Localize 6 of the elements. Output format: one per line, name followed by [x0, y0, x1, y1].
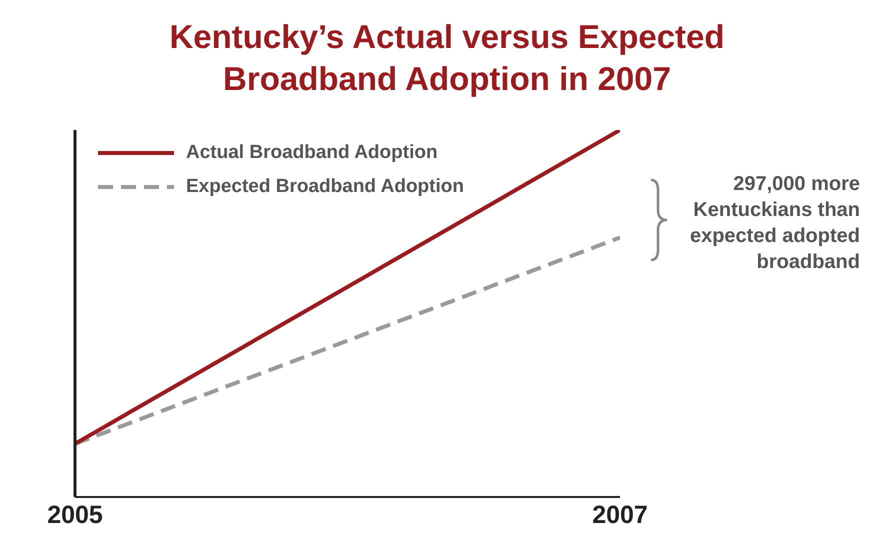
x-tick-label: 2007 [592, 500, 648, 529]
legend-label: Actual Broadband Adoption [186, 142, 438, 164]
x-tick-label: 2005 [47, 500, 103, 529]
legend-label: Expected Broadband Adoption [186, 176, 464, 198]
text: 297,000 more Kentuckians than expected adopted broadband [688, 172, 860, 275]
chart-title: Kentucky’s Actual versus Expected Broadband Adoption in 2007 [168, 17, 726, 99]
